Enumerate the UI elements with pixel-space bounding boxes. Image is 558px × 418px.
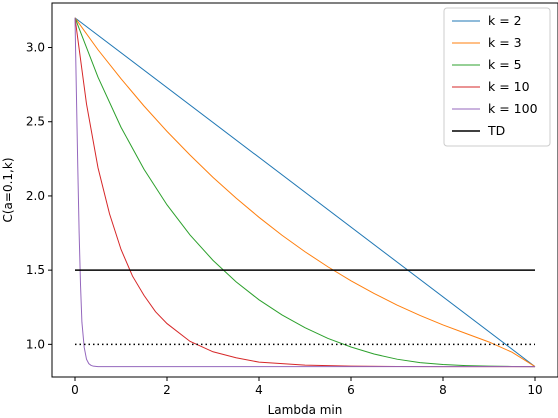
x-tick-label: 4	[255, 383, 263, 397]
y-tick-label: 1.5	[26, 263, 45, 277]
legend-label: k = 2	[488, 13, 522, 28]
series-line-k-100	[74, 17, 535, 368]
x-ticks: 0 2 4 6 8 10	[71, 377, 543, 397]
y-tick-label: 3.0	[26, 41, 45, 55]
series-line-k-5	[74, 17, 536, 368]
y-tick-label: 2.0	[26, 189, 45, 203]
legend-label: k = 10	[488, 79, 530, 94]
legend-label: k = 5	[488, 57, 522, 72]
x-tick-label: 0	[71, 383, 79, 397]
series-line-k-3	[74, 17, 536, 368]
legend-label: TD	[487, 123, 505, 138]
legend-label: k = 3	[488, 35, 522, 50]
x-axis-label: Lambda min	[268, 403, 343, 417]
y-tick-label: 2.5	[26, 115, 45, 129]
x-tick-label: 8	[439, 383, 447, 397]
series-layer	[74, 17, 536, 368]
y-tick-label: 1.0	[26, 337, 45, 351]
x-tick-label: 10	[527, 383, 542, 397]
y-ticks: 1.0 1.5 2.0 2.5 3.0	[26, 41, 52, 351]
x-tick-label: 6	[347, 383, 355, 397]
legend: k = 2 k = 3 k = 5 k = 10 k = 100 TD	[443, 7, 551, 147]
y-axis-label: C(a=0.1,k)	[1, 158, 15, 223]
plot-frame	[51, 2, 558, 378]
x-tick-label: 2	[163, 383, 171, 397]
legend-label: k = 100	[488, 101, 538, 116]
series-line-k-2	[74, 17, 536, 368]
